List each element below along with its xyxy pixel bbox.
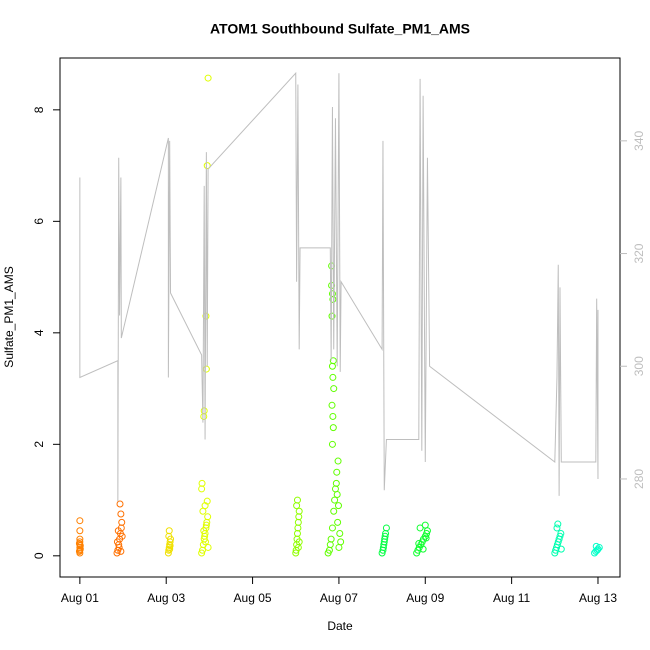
data-point [204,513,212,521]
data-point [334,518,342,526]
data-point [329,412,337,420]
data-point [295,513,303,521]
y-tick-label: 8 [32,106,46,113]
x-tick-label: Aug 01 [61,591,99,605]
chart-title: ATOM1 Southbound Sulfate_PM1_AMS [210,21,470,37]
data-point [330,385,338,393]
data-point [293,496,301,504]
x-tick-label: Aug 03 [147,591,185,605]
data-point [200,407,208,415]
data-point [327,535,335,543]
y-tick-label: 0 [32,552,46,559]
y-axis-label: Sulfate_PM1_AMS [2,266,16,367]
data-point [423,530,431,538]
data-point [293,502,301,510]
data-point [295,538,303,546]
data-point [115,543,123,551]
y2-tick-label: 300 [632,356,646,376]
data-point [329,424,337,432]
data-point [553,524,561,532]
data-point [331,496,339,504]
data-point [165,527,173,535]
data-point [166,545,174,553]
data-point [595,543,603,551]
data-point [421,521,429,529]
data-point [198,479,206,487]
data-point [328,524,336,532]
data-point [76,527,84,535]
data-point [416,524,424,532]
x-tick-label: Aug 11 [493,591,530,605]
data-point [198,485,206,493]
data-point [328,401,336,409]
data-point [114,527,122,535]
data-point [382,524,390,532]
data-point [75,540,83,548]
y-tick-label: 2 [32,441,46,448]
data-point [328,312,336,320]
data-point [556,532,564,540]
data-point [200,412,208,420]
x-tick-label: Aug 13 [579,591,617,605]
data-point [381,532,389,540]
data-point [118,532,126,540]
data-point [293,530,301,538]
data-point [328,290,336,298]
data-point [326,541,334,549]
data-point [334,502,342,510]
data-point [200,527,208,535]
data-point [76,517,84,525]
data-point [422,534,430,542]
data-point [554,520,562,528]
data-point [557,530,565,538]
data-point [332,479,340,487]
data-point [198,549,206,557]
data-point [419,545,427,553]
data-point [295,507,303,515]
x-tick-label: Aug 07 [320,591,358,605]
plot-frame [59,57,621,578]
data-point [334,457,342,465]
y-tick-label: 4 [32,329,46,336]
data-point [76,535,84,543]
data-point [116,500,124,508]
data-point [201,502,209,510]
data-point [330,507,338,515]
y2-tick-label: 320 [632,243,646,263]
data-point [329,357,337,365]
data-point [202,365,210,373]
data-point [415,540,423,548]
data-point [333,468,341,476]
y2-tick-label: 280 [632,469,646,489]
data-point [166,542,174,550]
data-point [294,518,302,526]
data-point [118,518,126,526]
data-point [337,538,345,546]
data-point [203,162,211,170]
data-point [557,545,565,553]
data-point [329,373,337,381]
data-point [336,530,344,538]
y2-tick-label: 340 [632,131,646,151]
data-point [117,547,125,555]
data-point [333,490,341,498]
data-point [328,440,336,448]
data-point [292,549,300,557]
data-point [204,74,212,82]
data-point [592,542,600,550]
data-point [202,521,210,529]
data-line [79,71,599,502]
data-point [294,524,302,532]
data-point [592,547,600,555]
data-point [203,497,211,505]
x-axis-label: Date [327,619,353,633]
data-point [328,362,336,370]
x-tick-label: Aug 09 [406,591,444,605]
data-point [204,543,212,551]
data-point [117,510,125,518]
y-tick-label: 6 [32,218,46,225]
x-tick-label: Aug 05 [234,591,272,605]
